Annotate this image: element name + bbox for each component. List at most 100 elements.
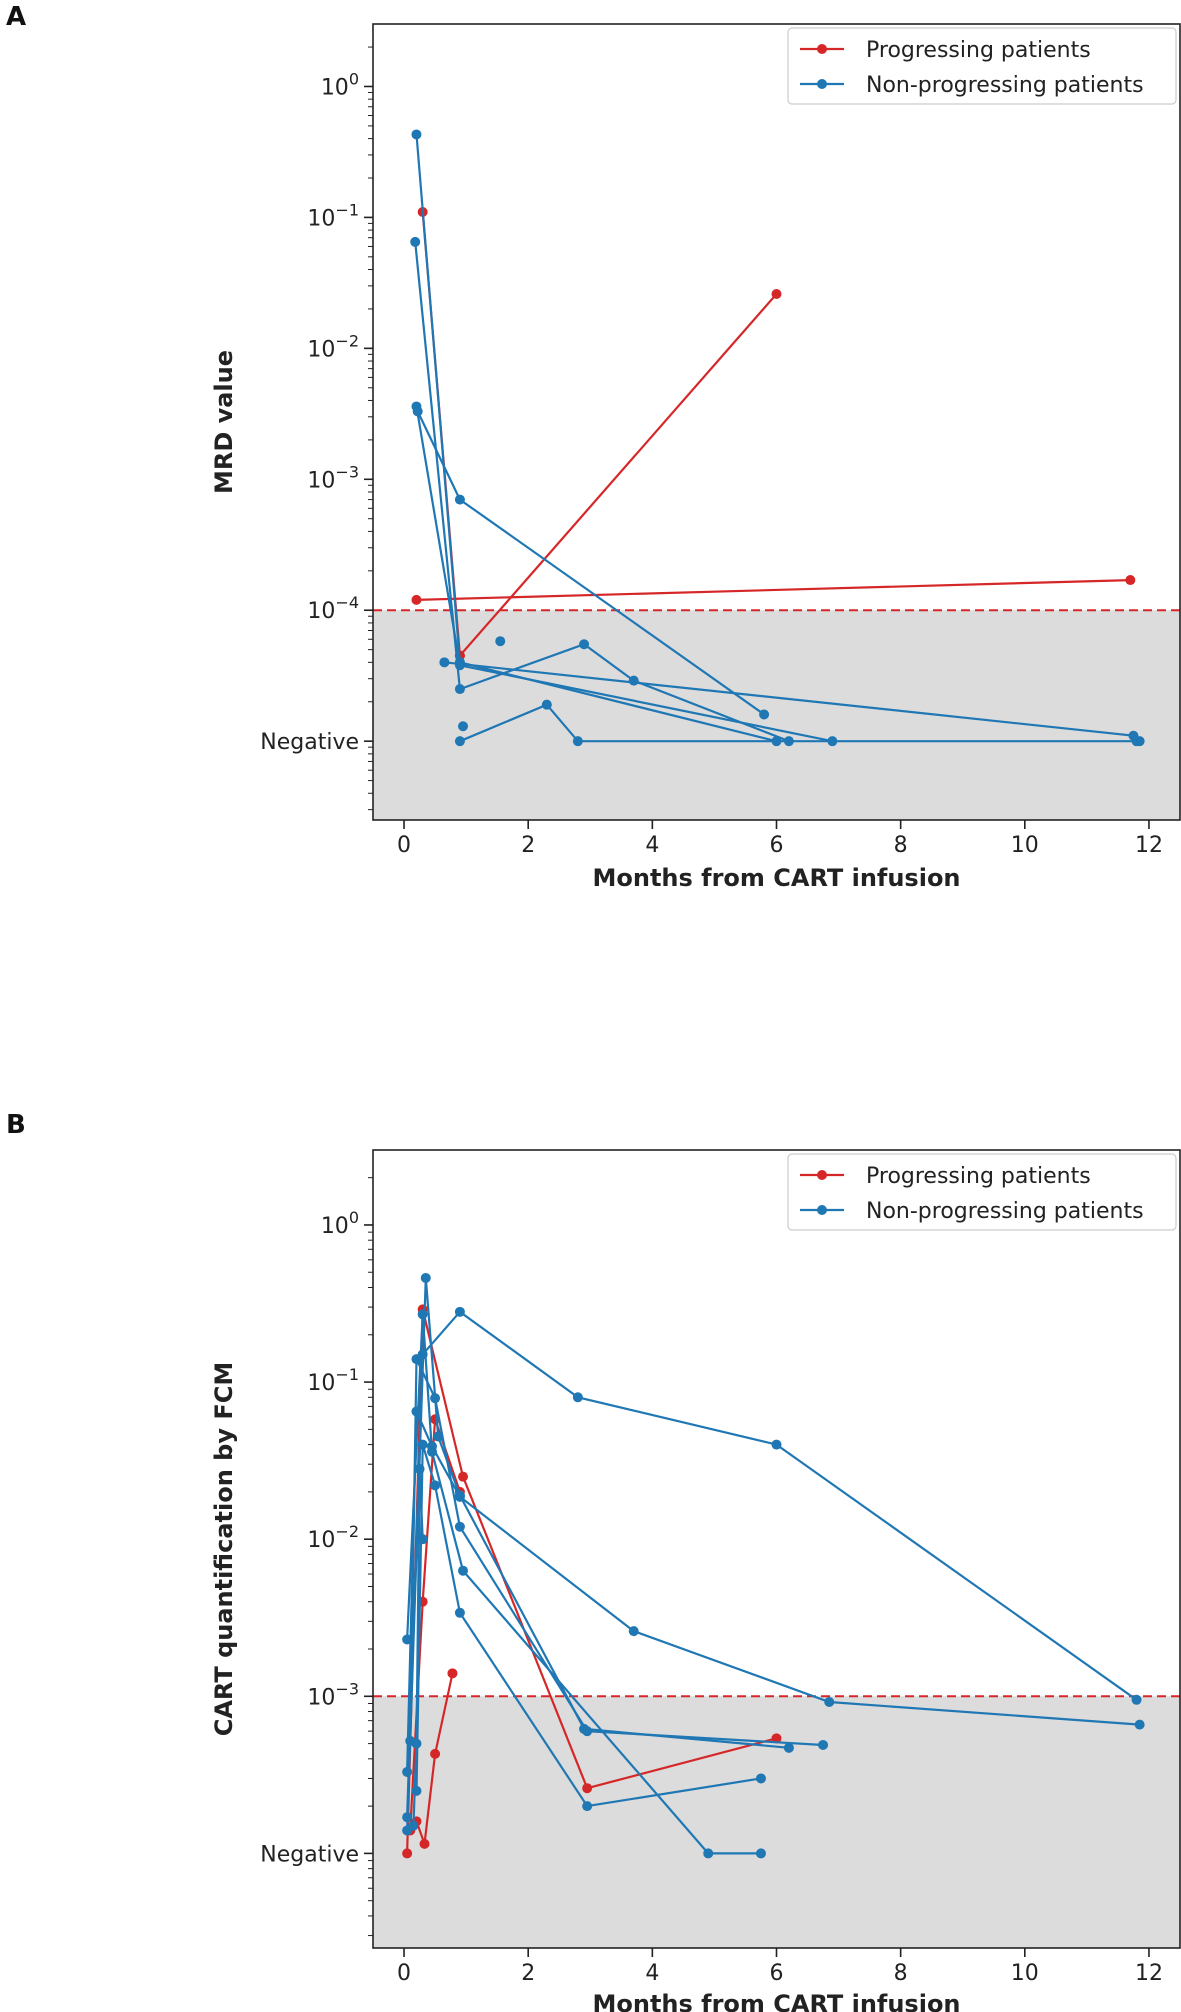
data-point [541, 699, 552, 710]
x-tick-label: 12 [1135, 833, 1163, 858]
legend-marker [817, 44, 827, 54]
data-point [582, 1726, 593, 1737]
data-point [458, 721, 469, 732]
data-point [402, 1812, 413, 1823]
y-tick-label: 10−3 [307, 1679, 359, 1710]
y-axis-label: CART quantification by FCM [210, 1362, 238, 1736]
y-axis-label: MRD value [210, 350, 238, 494]
data-point [1131, 1694, 1142, 1705]
data-point [411, 1738, 422, 1749]
data-point [454, 1491, 465, 1502]
x-tick-label: 10 [1011, 1961, 1039, 1986]
legend-box [787, 27, 1177, 105]
x-tick-label: 2 [521, 833, 535, 858]
data-point [454, 736, 465, 747]
series-line [459, 703, 1137, 743]
data-point [411, 1785, 422, 1796]
series-non_progressing-8 [454, 699, 1142, 747]
data-point [411, 594, 422, 605]
data-point [420, 1272, 431, 1283]
negative-region-shade [373, 610, 1180, 820]
data-point [430, 1480, 441, 1491]
data-point [408, 1820, 419, 1831]
data-point [458, 1471, 469, 1482]
data-point [430, 1748, 441, 1759]
series-line [409, 1358, 824, 1747]
y-tick-label: 100 [321, 69, 359, 100]
chart-a: 0 2 4 6 8 10 12 100 10−1 10−2 10−3 10−4 Negative Mont… [210, 23, 1181, 892]
data-point [572, 1392, 583, 1403]
data-point [1134, 1719, 1145, 1730]
chart-b: 0 2 4 6 8 10 12 100 10−1 10−2 10−3 Negative Months f… [210, 1149, 1181, 2012]
y-tick-label: 10−3 [307, 462, 359, 493]
data-point [703, 1848, 714, 1859]
data-point [402, 1766, 413, 1777]
y-tick-label: Negative [260, 1842, 359, 1867]
data-point [628, 1626, 639, 1637]
legend-marker [817, 1205, 827, 1215]
legend-label: Progressing patients [866, 1164, 1091, 1189]
data-point [771, 289, 782, 300]
legend-marker [817, 1170, 827, 1180]
data-point [783, 1742, 794, 1753]
data-point [582, 1801, 593, 1812]
data-point [771, 1733, 782, 1744]
y-tick-label: 10−4 [307, 593, 359, 624]
x-tick-label: 12 [1135, 1961, 1163, 1986]
data-point [628, 675, 639, 686]
legend-label: Progressing patients [866, 38, 1091, 63]
legend-marker [817, 79, 827, 89]
data-point [824, 1696, 835, 1707]
data-point [414, 1463, 425, 1474]
data-point [417, 1534, 428, 1545]
x-tick-label: 6 [770, 833, 784, 858]
x-tick-label: 8 [894, 1961, 908, 1986]
series-non_progressing-6 [412, 406, 770, 720]
series-line [416, 579, 1131, 601]
legend-box [787, 1153, 1177, 1231]
panel-letter-a: A [6, 2, 27, 32]
series-non_progressing-9 [495, 636, 506, 647]
x-tick-label: 4 [645, 1961, 659, 1986]
y-tick-label: Negative [260, 730, 359, 755]
x-tick-label: 6 [770, 1961, 784, 1986]
data-point [439, 657, 450, 668]
series-progressing-1 [454, 289, 782, 661]
data-point [454, 1607, 465, 1618]
series-non_progressing-7 [402, 1406, 1145, 1777]
data-point [759, 709, 770, 720]
data-point [419, 1838, 430, 1849]
legend: Progressing patients Non-progressing pati… [787, 1153, 1177, 1231]
y-tick-label: 100 [321, 1208, 359, 1239]
data-point [417, 1309, 428, 1320]
x-tick-label: 10 [1011, 833, 1039, 858]
data-point [454, 1306, 465, 1317]
series-line [406, 1314, 761, 1855]
legend: Progressing patients Non-progressing pati… [787, 27, 1177, 105]
data-point [755, 1848, 766, 1859]
series-line [459, 293, 778, 657]
data-point [495, 636, 506, 647]
series-line [406, 1310, 1138, 1818]
series-line [415, 1673, 454, 1845]
data-point [582, 1783, 593, 1794]
x-tick-label: 2 [521, 1961, 535, 1986]
y-tick-label: 10−2 [307, 331, 359, 362]
y-tick-label: 10−1 [307, 1365, 359, 1396]
data-point [1125, 575, 1136, 586]
data-point [458, 1565, 469, 1576]
data-point [454, 1521, 465, 1532]
panel-letter-b: B [6, 1110, 26, 1140]
data-point [818, 1739, 829, 1750]
data-point [411, 129, 422, 140]
data-point [426, 1441, 437, 1452]
data-point [412, 406, 423, 417]
legend-label: Non-progressing patients [866, 1199, 1144, 1224]
data-point [417, 1439, 428, 1450]
y-tick-label: 10−1 [307, 200, 359, 231]
data-point [771, 1439, 782, 1450]
data-point [454, 494, 465, 505]
x-tick-label: 8 [894, 833, 908, 858]
series-non_progressing-10 [458, 721, 469, 732]
